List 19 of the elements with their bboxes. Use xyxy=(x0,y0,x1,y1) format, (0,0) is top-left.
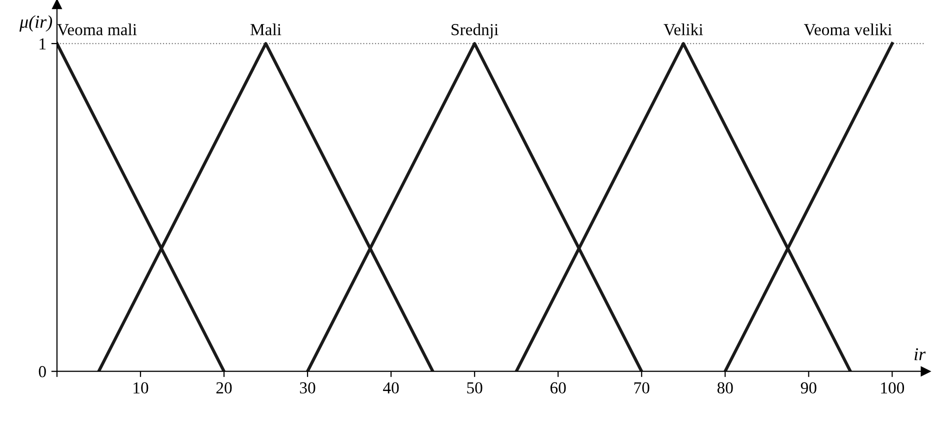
x-tick-label: 50 xyxy=(467,382,482,394)
x-tick-label: 30 xyxy=(300,382,316,394)
series-label: Mali xyxy=(250,24,282,36)
x-tick-label: 80 xyxy=(717,382,733,394)
x-tick-label: 90 xyxy=(800,382,816,394)
series-label: Veliki xyxy=(664,24,703,36)
series-label: Srednji xyxy=(452,24,498,39)
x-tick-label: 70 xyxy=(634,382,650,394)
x-tick-label: 40 xyxy=(383,382,399,394)
x-tick-label: 10 xyxy=(134,382,148,394)
series-label: Veoma mali xyxy=(57,24,137,36)
x-axis-title: ir xyxy=(914,348,926,360)
y-tick-label: 1 xyxy=(40,38,46,50)
x-tick-label: 20 xyxy=(216,382,232,394)
series-label: Veoma veliki xyxy=(804,24,892,36)
x-tick-label: 60 xyxy=(550,382,566,394)
x-tick-label: 100 xyxy=(881,382,904,394)
y-tick-label: 0 xyxy=(38,366,46,378)
y-axis-title: μ(ir) xyxy=(19,15,52,32)
